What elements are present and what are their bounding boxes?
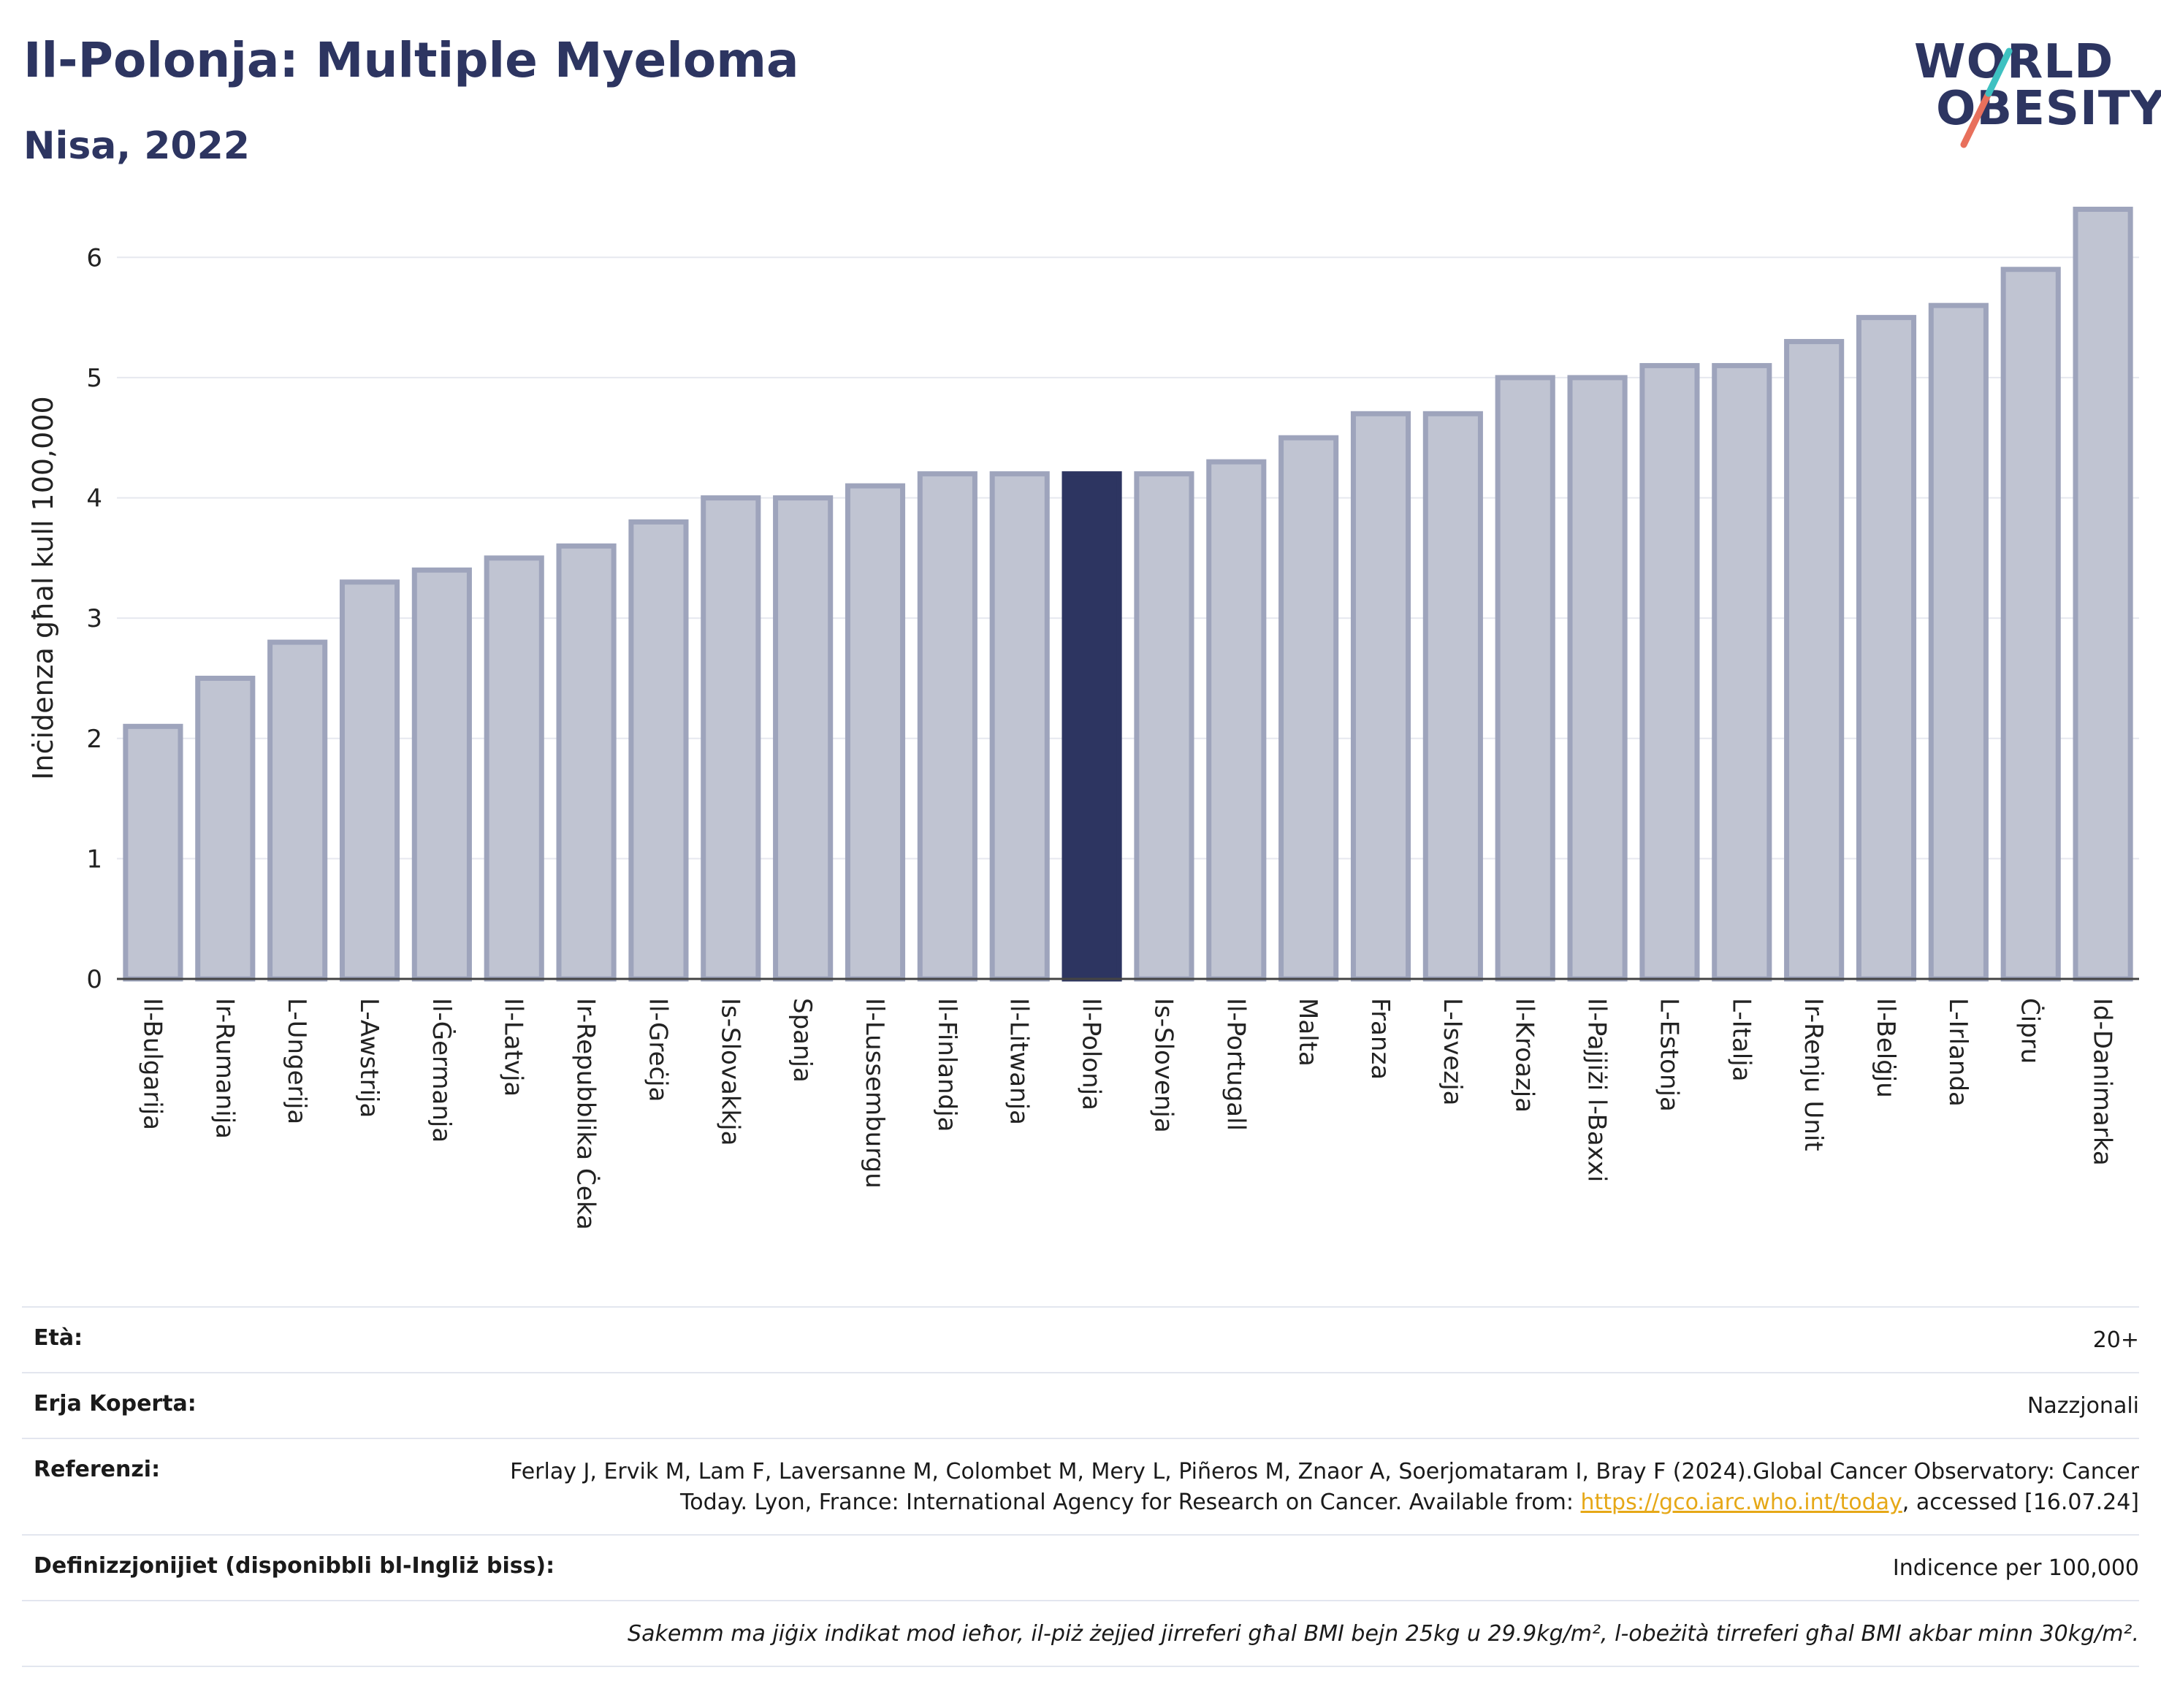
x-tick-label: Ir-Rumanija (210, 998, 239, 1139)
bar (628, 519, 689, 982)
bar (1928, 302, 1989, 982)
area-value: Nazzjonali (2027, 1393, 2139, 1419)
x-tick-label: L-Awstrija (354, 998, 384, 1118)
x-tick-label: L-Estonja (1654, 998, 1683, 1112)
x-tick-label: Franza (1365, 998, 1395, 1080)
definitions-label: Definizzjonijiet (disponibbli bl-Ingliż … (34, 1553, 555, 1579)
bar (2073, 206, 2133, 982)
y-tick-label: 0 (86, 965, 102, 994)
bar (917, 471, 977, 982)
bar (411, 567, 472, 982)
bar-highlight (1062, 471, 1122, 982)
references-text-after: , accessed [16.07.24] (1902, 1490, 2139, 1515)
footer-row-area: Erja Koperta: Nazzjonali (22, 1372, 2139, 1438)
x-tick-label: Id-Danimarka (2088, 998, 2117, 1166)
x-tick-label: Il-Finlandja (932, 998, 961, 1132)
bar (989, 471, 1050, 982)
x-tick-label: Il-Ġermanja (427, 998, 457, 1143)
footer-note: Sakemm ma jiġix indikat mod ieħor, il-pi… (628, 1621, 2139, 1647)
y-tick-label: 6 (86, 243, 102, 272)
bar (123, 723, 183, 982)
x-tick-label: Ċipru (2016, 998, 2046, 1064)
footer-row-references: Referenzi: Ferlay J, Ervik M, Lam F, Lav… (22, 1438, 2139, 1534)
footer-row-age: Età: 20+ (22, 1306, 2139, 1372)
x-tick-label: Is-Slovakkja (715, 998, 744, 1145)
x-tick-label: Il-Lussemburgu (860, 998, 889, 1189)
page-title: Il-Polonja: Multiple Myeloma (23, 32, 799, 88)
bar (1350, 411, 1411, 982)
x-tick-label: L-Ungerija (282, 998, 311, 1124)
references-link[interactable]: https://gco.iarc.who.int/today (1580, 1490, 1902, 1515)
page-subtitle: Nisa, 2022 (23, 124, 250, 168)
footer-row-note: Sakemm ma jiġix indikat mod ieħor, il-pi… (22, 1600, 2139, 1666)
bar (1278, 435, 1339, 982)
x-tick-label: Il-Kroazja (1510, 998, 1539, 1113)
x-tick-label: Spanja (788, 998, 817, 1083)
x-tick-label: L-Irlanda (1943, 998, 1973, 1107)
x-tick-label: Il-Bulgarija (137, 998, 167, 1130)
x-tick-label: Ir-Repubblika Ċeka (571, 998, 601, 1230)
bar (267, 639, 328, 982)
bar (339, 579, 400, 982)
x-tick-label: Is-Slovenja (1148, 998, 1178, 1133)
x-tick-label: Malta (1293, 998, 1322, 1067)
y-axis-label: Inċidenza għal kull 100,000 (27, 396, 59, 779)
x-tick-label: Il-Polonja (1077, 998, 1106, 1110)
bar (1784, 339, 1845, 982)
x-tick-label: Il-Litwanja (1005, 998, 1034, 1125)
x-tick-label: L-Isvezja (1438, 998, 1467, 1106)
bar (195, 675, 256, 982)
age-value: 20+ (2092, 1327, 2139, 1353)
age-label: Età: (34, 1325, 83, 1351)
x-tick-label: Ir-Renju Unit (1799, 998, 1828, 1151)
area-label: Erja Koperta: (34, 1391, 197, 1417)
bar (2000, 267, 2061, 982)
bar (773, 495, 834, 982)
bar (701, 495, 761, 982)
x-tick-label: Il-Belġju (1871, 998, 1900, 1098)
bar (1639, 362, 1700, 982)
bar (1422, 411, 1483, 982)
x-tick-label: Il-Pajjiżi l-Baxxi (1582, 998, 1612, 1182)
logo-slash-icon (1960, 47, 2013, 148)
bar (845, 483, 906, 982)
x-tick-label: Il-Latvja (499, 998, 528, 1097)
references-label: Referenzi: (34, 1457, 161, 1482)
definitions-value: Indicence per 100,000 (1892, 1555, 2139, 1581)
bar (1856, 315, 1917, 982)
x-tick-label: Il-Portugall (1221, 998, 1250, 1131)
footer-row-definitions: Definizzjonijiet (disponibbli bl-Ingliż … (22, 1534, 2139, 1600)
bar (1495, 375, 1555, 982)
logo-line-1: WORLD (1914, 35, 2114, 89)
bar (556, 543, 617, 982)
footer-table: Età: 20+ Erja Koperta: Nazzjonali Refere… (22, 1306, 2139, 1667)
references-value: Ferlay J, Ervik M, Lam F, Laversanne M, … (495, 1457, 2139, 1518)
y-tick-label: 5 (86, 364, 102, 393)
y-tick-label: 1 (86, 845, 102, 874)
bar-chart: 0 1 2 3 4 5 6 Inċidenza għal kull 100,000 Il-Bul… (27, 206, 2139, 1230)
bar (1134, 471, 1194, 982)
bar (1206, 459, 1267, 982)
y-tick-label: 2 (86, 725, 102, 754)
references-text: Ferlay J, Ervik M, Lam F, Laversanne M, … (510, 1459, 2139, 1515)
y-tick-label: 4 (86, 484, 102, 514)
world-obesity-logo: WORLD OBESITY (1907, 35, 2161, 159)
bar (1567, 375, 1628, 982)
bar (484, 555, 544, 982)
x-tick-label: L-Italja (1726, 998, 1756, 1082)
bar (1712, 362, 1772, 982)
x-tick-label: Il-Greċja (643, 998, 672, 1102)
y-tick-label: 3 (86, 604, 102, 633)
